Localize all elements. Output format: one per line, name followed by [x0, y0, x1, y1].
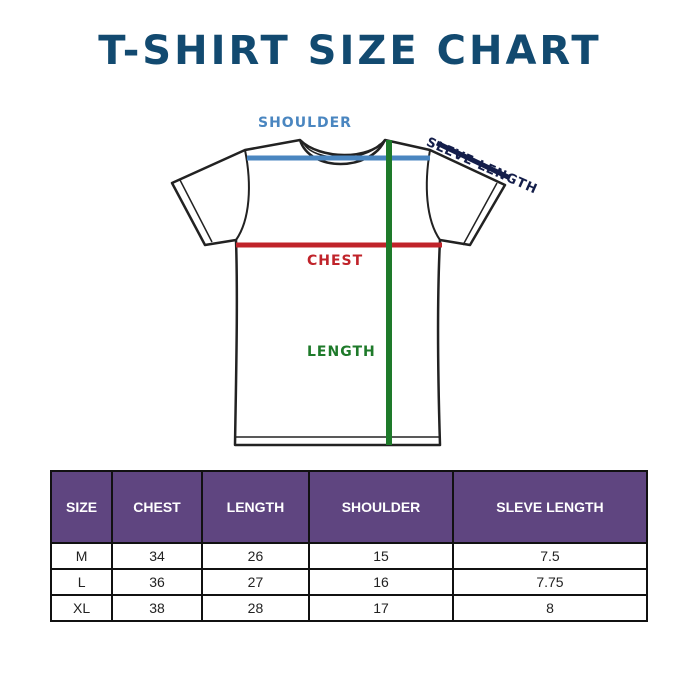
cell: 38 — [111, 594, 203, 622]
chest-label: CHEST — [307, 253, 364, 269]
header-length: LENGTH — [200, 470, 311, 544]
cell: 17 — [308, 594, 454, 622]
cell: 7.5 — [451, 542, 649, 570]
cell: 7.75 — [451, 568, 649, 596]
cell: XL — [49, 594, 114, 622]
collar — [298, 139, 387, 166]
cell: 27 — [200, 568, 311, 596]
right-cuff — [462, 182, 498, 246]
shoulder-label: SHOULDER — [258, 115, 352, 131]
left-armhole — [235, 149, 250, 241]
cell: L — [49, 568, 114, 596]
header-chest: CHEST — [111, 470, 203, 544]
page-title: T-SHIRT SIZE CHART — [98, 28, 602, 74]
cell: 8 — [451, 594, 649, 622]
table-header-row: SIZE CHEST LENGTH SHOULDER SLEVE LENGTH — [49, 470, 649, 544]
tshirt-diagram — [170, 138, 512, 447]
tshirt-outline — [170, 138, 507, 447]
cell: 26 — [200, 542, 311, 570]
table-row: M 34 26 15 7.5 — [49, 542, 649, 570]
header-sleeve-length: SLEVE LENGTH — [451, 470, 649, 544]
header-shoulder: SHOULDER — [308, 470, 454, 544]
left-cuff — [179, 179, 213, 243]
cell: 16 — [308, 568, 454, 596]
cell: 34 — [111, 542, 203, 570]
table-row: L 36 27 16 7.75 — [49, 568, 649, 596]
header-size: SIZE — [49, 470, 114, 544]
table-row: XL 38 28 17 8 — [49, 594, 649, 622]
sleeve-line — [435, 140, 512, 181]
cell: 28 — [200, 594, 311, 622]
size-table: SIZE CHEST LENGTH SHOULDER SLEVE LENGTH … — [49, 470, 649, 622]
cell: 36 — [111, 568, 203, 596]
cell: 15 — [308, 542, 454, 570]
length-label: LENGTH — [307, 344, 376, 360]
cell: M — [49, 542, 114, 570]
